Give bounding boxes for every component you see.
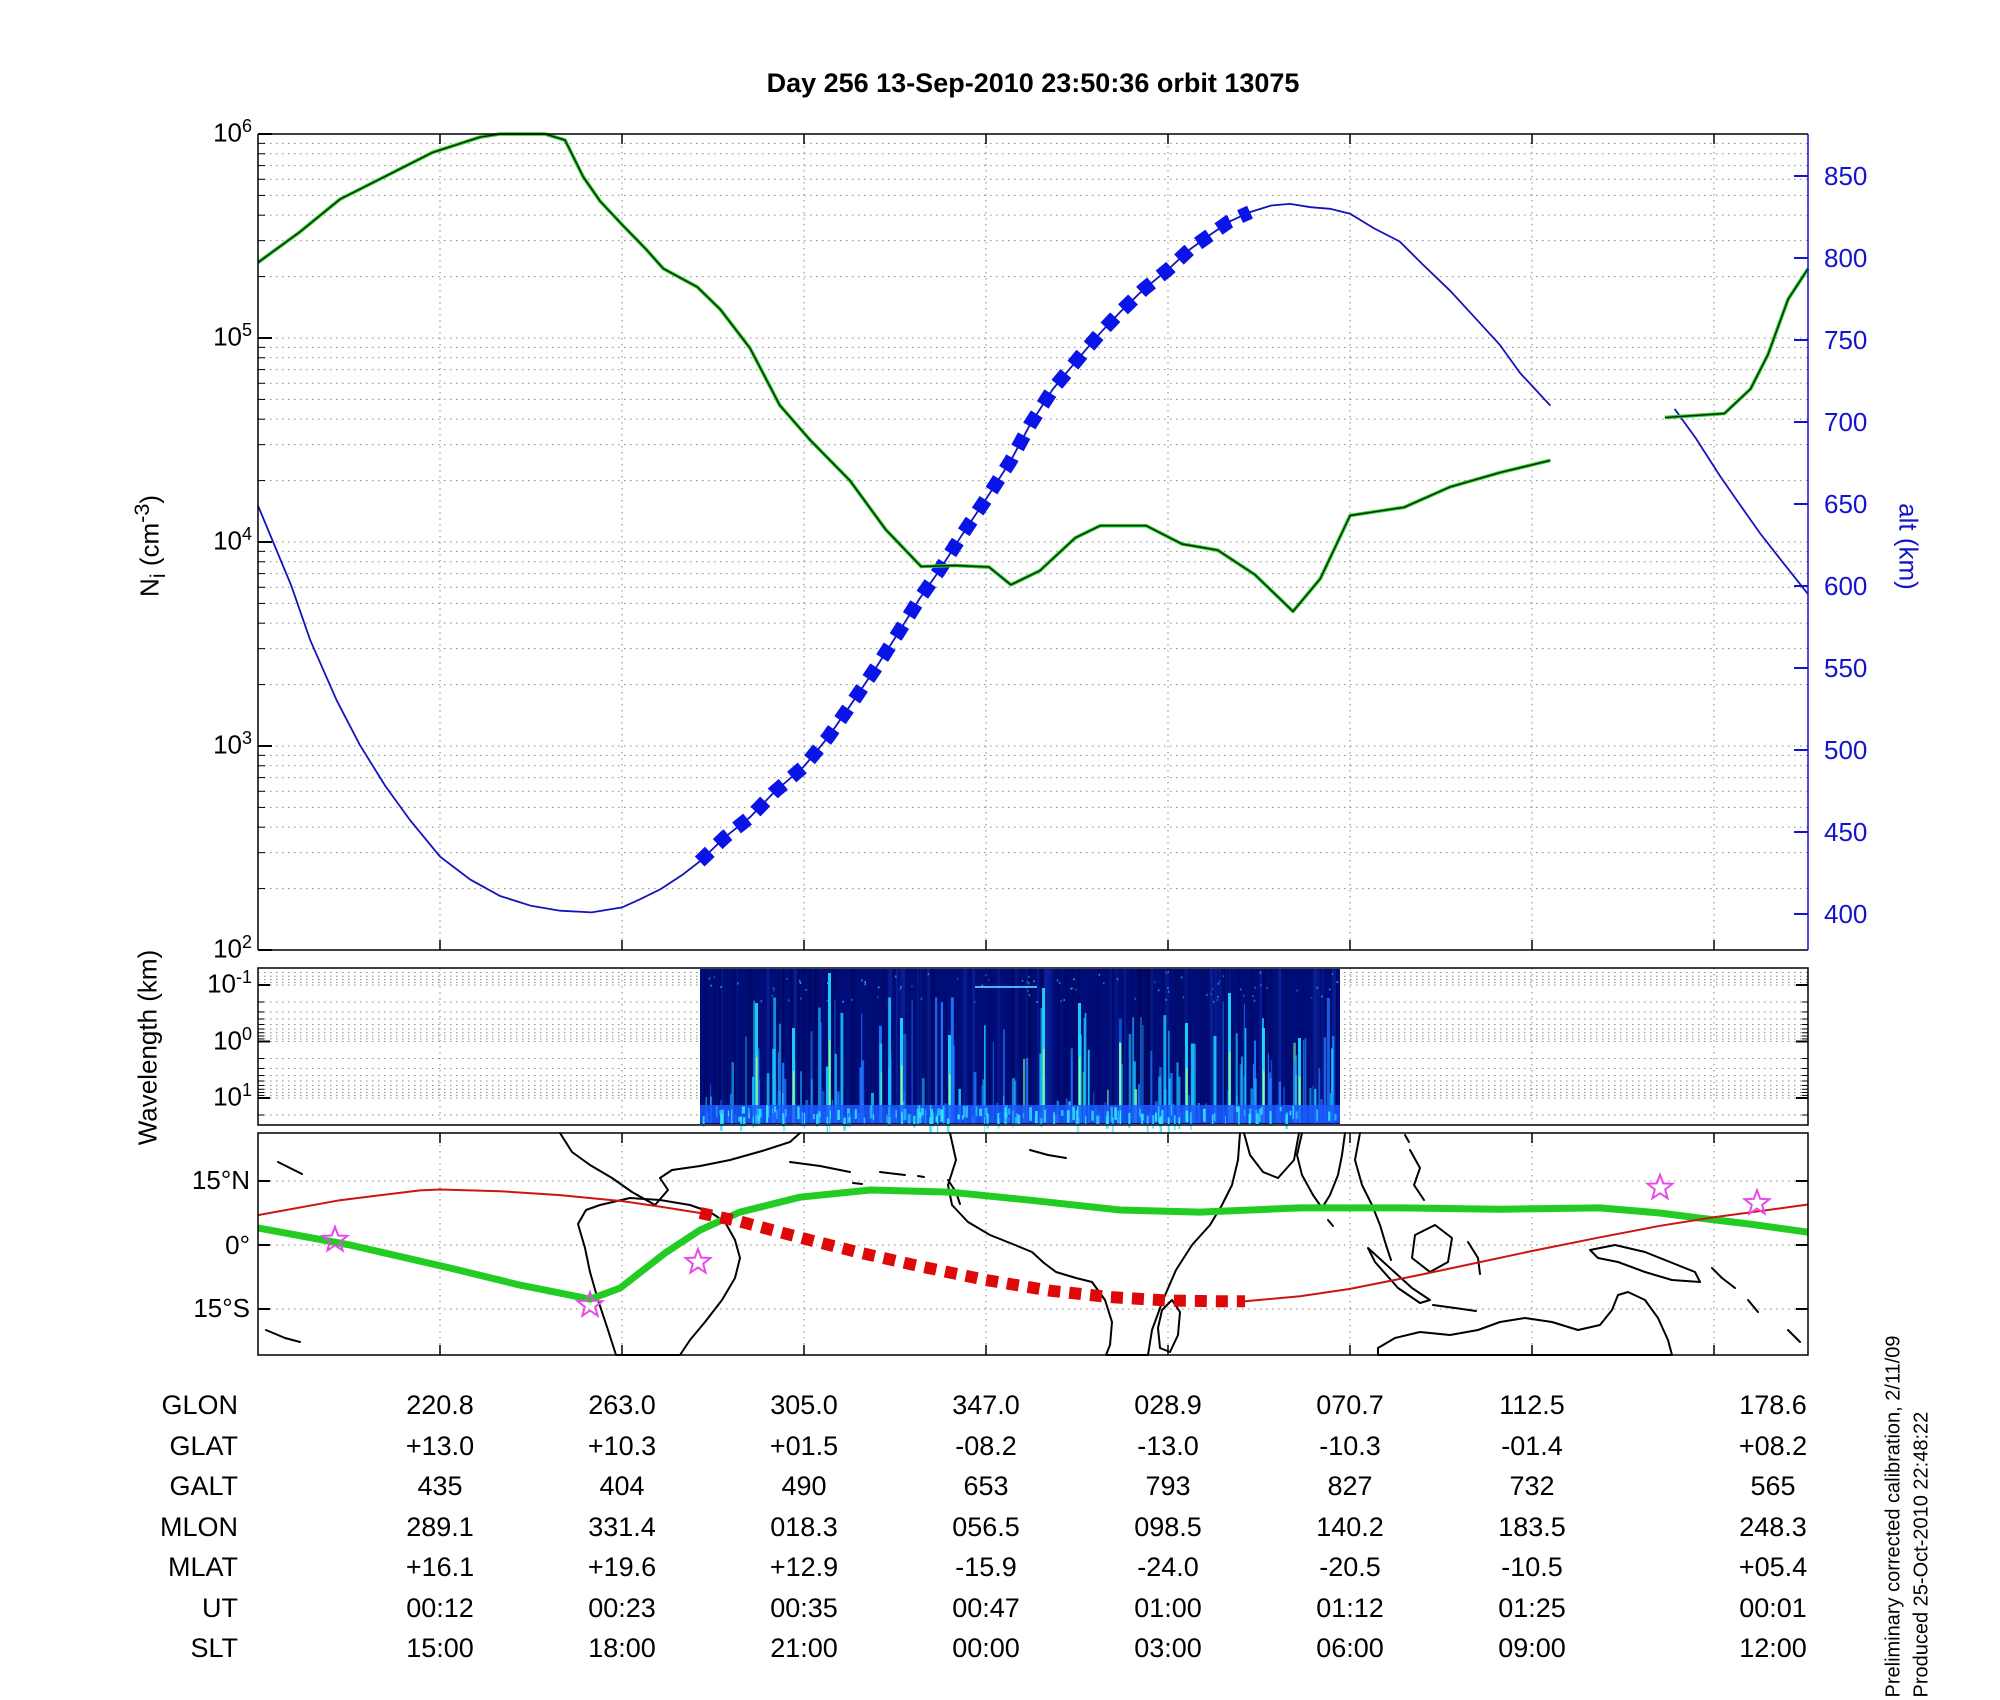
table-cell-MLAT-0: +16.1 xyxy=(405,1552,475,1582)
table-cell-GALT-0: 435 xyxy=(417,1471,463,1501)
map-star-3 xyxy=(1644,1171,1676,1201)
table-cell-GALT-1: 404 xyxy=(599,1471,645,1501)
table-cell-MLAT-1: +19.6 xyxy=(587,1552,657,1582)
table-row-label-GLON: GLON xyxy=(161,1390,238,1420)
map-star-1 xyxy=(574,1289,606,1319)
table-cell-UT-6: 01:25 xyxy=(1498,1592,1566,1623)
map-lat-label-0: 0° xyxy=(225,1230,250,1260)
table-cell-UT-1: 00:23 xyxy=(588,1592,656,1623)
table-cell-GLAT-6: -01.4 xyxy=(1501,1430,1563,1461)
wavelength-tick-10e-1: 10-1 xyxy=(207,967,252,999)
table-cell-GLAT-4: -13.0 xyxy=(1137,1430,1199,1461)
table-cell-SLT-6: 09:00 xyxy=(1498,1633,1566,1663)
table-cell-GLAT-1: +10.3 xyxy=(587,1430,657,1461)
table-cell-GLON-3: 347.0 xyxy=(952,1390,1020,1420)
table-cell-GLON-6: 112.5 xyxy=(1499,1390,1565,1420)
ni-tick-10e2: 102 xyxy=(213,932,252,964)
table-cell-GLAT-7: +08.2 xyxy=(1738,1430,1808,1461)
table-cell-GLON-5: 070.7 xyxy=(1316,1390,1384,1420)
alt-tick-700: 700 xyxy=(1824,407,1868,437)
table-row-label-MLON: MLON xyxy=(159,1511,238,1542)
table-cell-UT-3: 00:47 xyxy=(952,1592,1020,1623)
table-cell-GLON-0: 220.8 xyxy=(406,1390,474,1420)
table-row-label-MLAT: MLAT xyxy=(167,1552,238,1582)
alt-tick-750: 750 xyxy=(1824,325,1868,355)
table-cell-GALT-7: 565 xyxy=(1750,1471,1796,1501)
table-cell-SLT-5: 06:00 xyxy=(1316,1633,1384,1663)
table-cell-MLON-5: 140.2 xyxy=(1316,1511,1384,1542)
alt-tick-650: 650 xyxy=(1824,489,1868,519)
table-cell-UT-5: 01:12 xyxy=(1316,1592,1384,1623)
table-cell-UT-2: 00:35 xyxy=(770,1592,838,1623)
table-cell-MLON-7: 248.3 xyxy=(1739,1511,1807,1542)
alt-tick-400: 400 xyxy=(1824,899,1868,929)
table-row-label-GLAT: GLAT xyxy=(169,1430,238,1461)
table-cell-MLON-0: 289.1 xyxy=(406,1511,474,1542)
table-cell-GALT-3: 653 xyxy=(963,1471,1009,1501)
table-cell-GLON-7: 178.6 xyxy=(1739,1390,1807,1420)
table-cell-SLT-0: 15:00 xyxy=(406,1633,474,1663)
table-cell-GALT-6: 732 xyxy=(1509,1471,1555,1501)
alt-tick-800: 800 xyxy=(1824,243,1868,273)
table-cell-GALT-5: 827 xyxy=(1327,1471,1373,1501)
table-cell-SLT-2: 21:00 xyxy=(770,1633,838,1663)
table-cell-GALT-4: 793 xyxy=(1145,1471,1191,1501)
table-cell-GLAT-0: +13.0 xyxy=(405,1430,475,1461)
table-row-label-UT: UT xyxy=(202,1592,238,1623)
alt-tick-600: 600 xyxy=(1824,571,1868,601)
table-row-label-SLT: SLT xyxy=(190,1633,238,1663)
table-cell-UT-0: 00:12 xyxy=(406,1592,474,1623)
table-cell-MLON-1: 331.4 xyxy=(588,1511,656,1542)
ni-tick-10e4: 104 xyxy=(213,524,252,556)
alt-tick-850: 850 xyxy=(1824,161,1868,191)
map-star-2 xyxy=(682,1246,714,1275)
table-cell-MLAT-5: -20.5 xyxy=(1319,1552,1381,1582)
map-star-4 xyxy=(1741,1187,1773,1217)
table-cell-MLON-6: 183.5 xyxy=(1498,1511,1566,1542)
table-cell-MLAT-6: -10.5 xyxy=(1501,1552,1563,1582)
map-lat-label-15n: 15°N xyxy=(191,1165,250,1195)
alt-tick-550: 550 xyxy=(1824,653,1868,683)
table-cell-MLON-3: 056.5 xyxy=(952,1511,1020,1542)
table-cell-UT-7: 00:01 xyxy=(1739,1592,1807,1623)
table-cell-GLAT-5: -10.3 xyxy=(1319,1430,1381,1461)
table-cell-MLAT-3: -15.9 xyxy=(955,1552,1017,1582)
alt-tick-450: 450 xyxy=(1824,817,1868,847)
table-cell-MLAT-2: +12.9 xyxy=(769,1552,839,1582)
table-cell-GLON-4: 028.9 xyxy=(1134,1390,1202,1420)
wavelength-tick-10e0: 100 xyxy=(213,1023,252,1056)
table-cell-MLAT-4: -24.0 xyxy=(1137,1552,1199,1582)
map-lat-label-15s: 15°S xyxy=(193,1293,250,1323)
table-cell-GLAT-3: -08.2 xyxy=(955,1430,1017,1461)
alt-tick-500: 500 xyxy=(1824,735,1868,765)
map-star-0 xyxy=(319,1224,351,1253)
ni-tick-10e5: 105 xyxy=(213,320,252,352)
table-cell-SLT-1: 18:00 xyxy=(588,1633,656,1663)
table-cell-SLT-3: 00:00 xyxy=(952,1633,1020,1663)
table-cell-GLON-2: 305.0 xyxy=(770,1390,838,1420)
table-cell-SLT-7: 12:00 xyxy=(1739,1633,1807,1663)
ni-tick-10e6: 106 xyxy=(213,116,252,148)
table-cell-GLON-1: 263.0 xyxy=(588,1390,656,1420)
table-cell-GLAT-2: +01.5 xyxy=(769,1430,839,1461)
table-cell-GALT-2: 490 xyxy=(781,1471,827,1501)
table-cell-MLON-2: 018.3 xyxy=(770,1511,838,1542)
table-cell-MLAT-7: +05.4 xyxy=(1738,1552,1808,1582)
table-cell-MLON-4: 098.5 xyxy=(1134,1511,1202,1542)
table-cell-SLT-4: 03:00 xyxy=(1134,1633,1202,1663)
plot-title: Day 256 13-Sep-2010 23:50:36 orbit 13075 xyxy=(766,68,1300,98)
table-cell-UT-4: 01:00 xyxy=(1134,1592,1202,1623)
table-row-label-GALT: GALT xyxy=(169,1471,238,1501)
ni-tick-10e3: 103 xyxy=(213,728,252,760)
wavelength-tick-10e1: 101 xyxy=(213,1080,252,1112)
